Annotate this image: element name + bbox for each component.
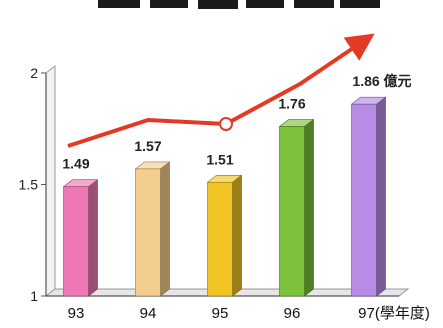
chart-title-fragment [98, 0, 380, 9]
bar-front [135, 168, 161, 297]
data-label: 1.76 [278, 96, 305, 112]
y-tick-label: 2 [30, 65, 38, 81]
y-tick-label: 1 [30, 288, 38, 304]
data-label: 1.57 [134, 138, 161, 154]
axis-wall [45, 64, 56, 298]
trend-arrow [67, 33, 375, 148]
trend-line [67, 33, 375, 148]
bar-side [160, 161, 170, 297]
bar-side [304, 118, 314, 297]
bar-93 [62, 179, 99, 297]
bar-side [232, 174, 242, 297]
bar-96 [278, 118, 315, 297]
x-tick-label: 94 [140, 305, 157, 322]
data-labels: 1.49 1.57 1.51 1.76 1.86 億元 [62, 73, 411, 172]
bar-side [376, 96, 386, 297]
y-tick-label: 1.5 [19, 177, 39, 193]
bar-front [63, 186, 89, 297]
bar-side [88, 179, 98, 297]
bar-front [279, 126, 305, 297]
x-tick-label: 96 [284, 305, 301, 322]
data-label: 1.49 [62, 156, 89, 172]
x-tick-label: 93 [68, 305, 85, 322]
x-tick-label: 97(學年度) [358, 304, 430, 322]
data-label: 1.86 億元 [352, 73, 411, 89]
bar-94 [134, 161, 171, 297]
bar-front [207, 181, 233, 297]
data-label: 1.51 [206, 151, 233, 167]
bar-series [62, 96, 387, 297]
tick-labels: 1 1.5 2 93 94 95 96 97(學年度) [19, 65, 430, 322]
x-tick-label: 95 [212, 305, 229, 322]
bar-97 [350, 96, 387, 297]
trend-marker [219, 117, 233, 131]
bar-front [351, 103, 377, 297]
bar-95 [206, 174, 243, 297]
